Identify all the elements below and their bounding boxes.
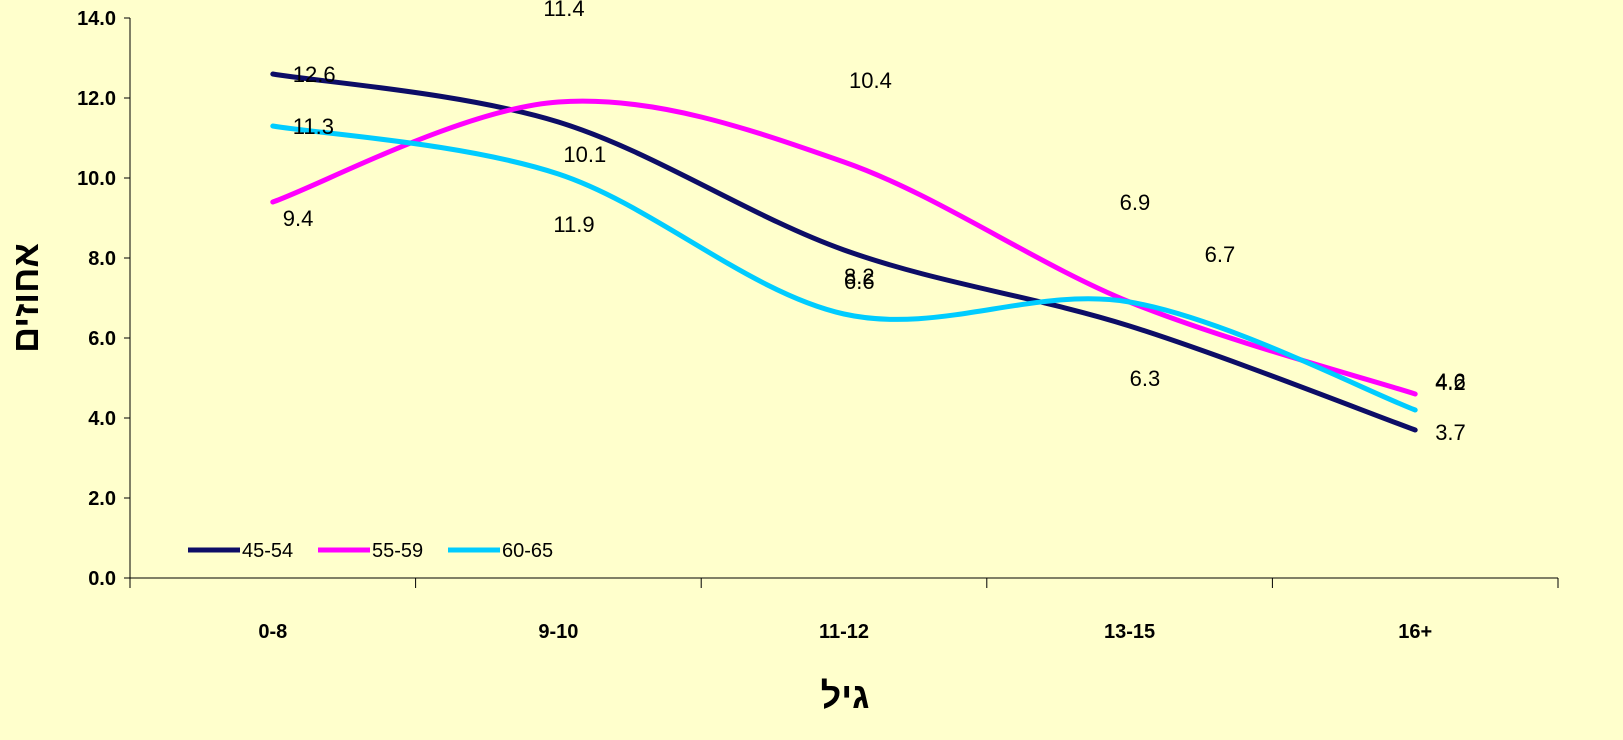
series-line-55-59 [270,98,1418,397]
data-label: 6.3 [1130,366,1161,391]
x-tick-label: 13-15 [1104,621,1155,643]
y-tick-label: 12.0 [77,88,116,110]
data-label: 6.6 [844,269,875,294]
y-tick-label: 14.0 [77,8,116,30]
y-tick-label: 6.0 [88,328,116,350]
chart-axes [129,18,1558,579]
data-label: 4.6 [1435,369,1466,394]
data-label: 11.3 [293,114,334,139]
data-label: 10.1 [563,142,606,167]
data-label: 8.2 [844,264,875,289]
series-line-60-65 [270,123,1418,413]
y-tick-label: 4.0 [88,408,116,430]
data-label: 6.9 [1120,190,1151,215]
data-label: 11.9 [553,212,594,237]
data-label: 11.4 [543,0,584,21]
x-axis-title: גיל [821,675,870,716]
x-axis-ticks: 0-8 9-10 11-12 13-15 16+ [129,578,1559,643]
x-tick-label: 0-8 [258,621,287,643]
legend-label-45-54: 45-54 [242,540,293,562]
x-tick-label: 16+ [1398,621,1432,643]
data-label: 10.4 [849,68,892,93]
data-label: 12.6 [293,62,336,87]
y-tick-label: 0.0 [88,568,116,590]
data-labels: 12.6 10.1 8.2 6.3 3.7 9.4 11.4 10.4 6.9 4.6 11.3 11… [283,0,1466,445]
y-tick-label: 8.0 [88,248,116,270]
chart-legend: 45-54 55-59 60-65 [188,540,553,562]
y-tick-label: 2.0 [88,488,116,510]
series-lines [270,71,1418,433]
legend-label-60-65: 60-65 [502,540,553,562]
data-label: 4.2 [1435,370,1466,395]
data-label: 3.7 [1435,420,1466,445]
y-axis-title: אחוזים [5,243,46,353]
y-tick-label: 10.0 [77,168,116,190]
data-label: 6.7 [1205,242,1236,267]
series-line-45-54 [270,71,1418,433]
y-axis-ticks: 0.0 2.0 4.0 6.0 8.0 10.0 12.0 14.0 [77,8,130,590]
legend-label-55-59: 55-59 [372,540,423,562]
x-tick-label: 11-12 [819,621,869,643]
data-label: 9.4 [283,206,314,231]
x-tick-label: 9-10 [538,621,578,643]
